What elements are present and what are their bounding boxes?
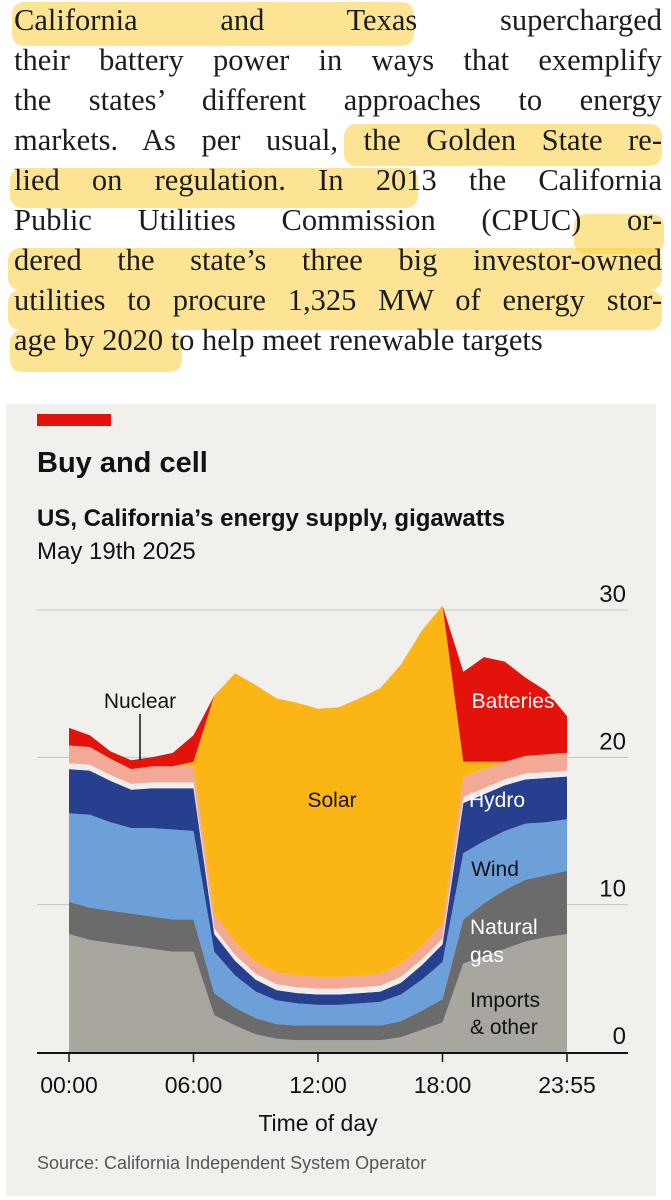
article-line: their battery power in ways that exempli… — [14, 43, 662, 77]
article-line: California and Texas supercharged — [14, 3, 662, 37]
article-line: the states’ different approaches to ener… — [14, 83, 662, 117]
series-area-hydro — [69, 769, 567, 1005]
x-tick-label: 23:55 — [538, 1072, 596, 1098]
chart-source: Source: California Independent System Op… — [37, 1153, 427, 1173]
solar-label: Solar — [307, 789, 356, 812]
chart-title: Buy and cell — [37, 447, 208, 479]
chart-date: May 19th 2025 — [37, 538, 196, 565]
article-line: dered the state’s three big investor-own… — [14, 243, 662, 277]
y-tick-label: 30 — [599, 581, 626, 608]
imports-label: Imports — [470, 989, 540, 1012]
highlight-4 — [574, 214, 664, 254]
article-line: lied on regulation. In 2013 the Californ… — [14, 163, 662, 197]
highlight-3 — [10, 168, 418, 208]
imports-label-2: & other — [470, 1016, 538, 1039]
x-axis-title: Time of day — [258, 1110, 378, 1136]
x-tick-label: 12:00 — [289, 1072, 347, 1098]
x-tick-label: 06:00 — [165, 1072, 223, 1098]
article-text: California and Texas supercharged their … — [8, 0, 664, 372]
series-area-imports-other — [69, 934, 567, 1052]
natural-gas-label: Natural — [470, 916, 538, 939]
series-area-wind — [69, 813, 567, 1026]
x-tick-label: 00:00 — [40, 1072, 98, 1098]
natural-gas-label-2: gas — [470, 944, 504, 967]
series-area-layer-5 — [69, 745, 567, 989]
nuclear-label: Nuclear — [104, 690, 176, 713]
article-line: markets. As per usual, the Golden State … — [14, 123, 662, 157]
series-area-solar — [69, 605, 567, 977]
highlight-5 — [8, 248, 662, 290]
highlight-2 — [344, 124, 662, 166]
highlight-6 — [8, 290, 662, 330]
article-line: Public Utilities Commission (CPUC) or- — [14, 203, 662, 237]
chart-subtitle: US, California’s energy supply, gigawatt… — [37, 505, 506, 532]
highlight-7 — [10, 330, 182, 372]
brand-tag — [37, 414, 111, 426]
series-area-natural-gas — [69, 870, 567, 1041]
x-tick-label: 18:00 — [414, 1072, 472, 1098]
article-line: age by 2020 to help meet renewable targe… — [14, 323, 543, 357]
highlight-1 — [12, 2, 414, 46]
series-area-batteries — [69, 605, 567, 770]
batteries-label: Batteries — [472, 690, 555, 713]
hydro-label: Hydro — [469, 789, 525, 812]
wind-label: Wind — [471, 858, 519, 881]
y-tick-label: 0 — [613, 1023, 626, 1050]
article-line: utilities to procure 1,325 MW of energy … — [14, 283, 662, 317]
y-tick-label: 10 — [599, 876, 626, 903]
y-tick-label: 20 — [599, 728, 626, 755]
